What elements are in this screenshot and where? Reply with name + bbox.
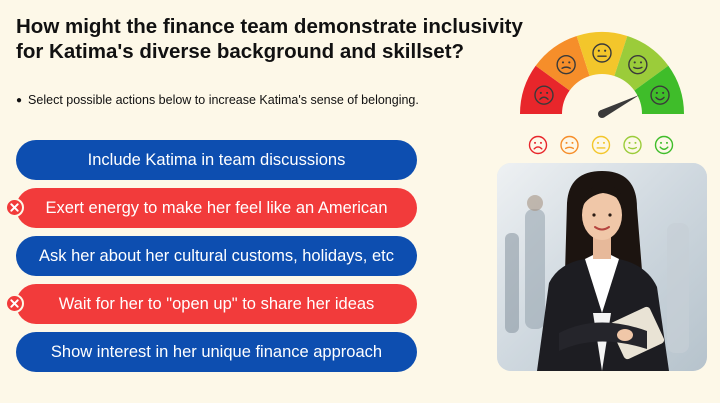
gauge-segment: [576, 32, 628, 76]
gauge-segment: [634, 65, 684, 114]
x-icon: [5, 294, 24, 313]
option-ask-cultural-customs[interactable]: Ask her about her cultural customs, holi…: [16, 236, 417, 276]
gauge-face-icon: [556, 54, 576, 75]
question-title: How might the finance team demonstrate i…: [16, 15, 523, 63]
needle-icon: [598, 94, 640, 118]
option-label: Show interest in her unique finance appr…: [50, 342, 383, 361]
instruction-text: Select possible actions below to increas…: [28, 93, 419, 107]
gauge-segment: [520, 65, 570, 114]
option-wait-open-up[interactable]: Wait for her to "open up" to share her i…: [16, 284, 417, 324]
rating-face-icon: [528, 135, 548, 155]
option-feel-like-american[interactable]: Exert energy to make her feel like an Am…: [16, 188, 417, 228]
option-label: Wait for her to "open up" to share her i…: [58, 294, 375, 313]
instruction: ● Select possible actions below to incre…: [16, 93, 419, 107]
x-icon: [5, 198, 24, 217]
option-include-in-discussions[interactable]: Include Katima in team discussions: [16, 140, 417, 180]
option-label: Ask her about her cultural customs, holi…: [39, 246, 394, 265]
bullet-icon: ●: [16, 94, 23, 106]
belonging-gauge: [520, 32, 684, 118]
gauge-face-icon: [592, 43, 612, 63]
rating-face-icon: [654, 135, 674, 155]
rating-face-icon: [623, 135, 642, 155]
gauge-face-icon: [650, 85, 670, 105]
rating-face-icon: [591, 135, 611, 155]
katima-photo: [497, 163, 707, 371]
face-rating-row: [528, 135, 674, 155]
option-label: Exert energy to make her feel like an Am…: [45, 198, 388, 217]
option-show-interest-approach[interactable]: Show interest in her unique finance appr…: [16, 332, 417, 372]
option-label: Include Katima in team discussions: [87, 150, 346, 169]
gauge-face-icon: [534, 85, 554, 105]
rating-face-icon: [560, 135, 579, 155]
gauge-face-icon: [628, 54, 648, 75]
